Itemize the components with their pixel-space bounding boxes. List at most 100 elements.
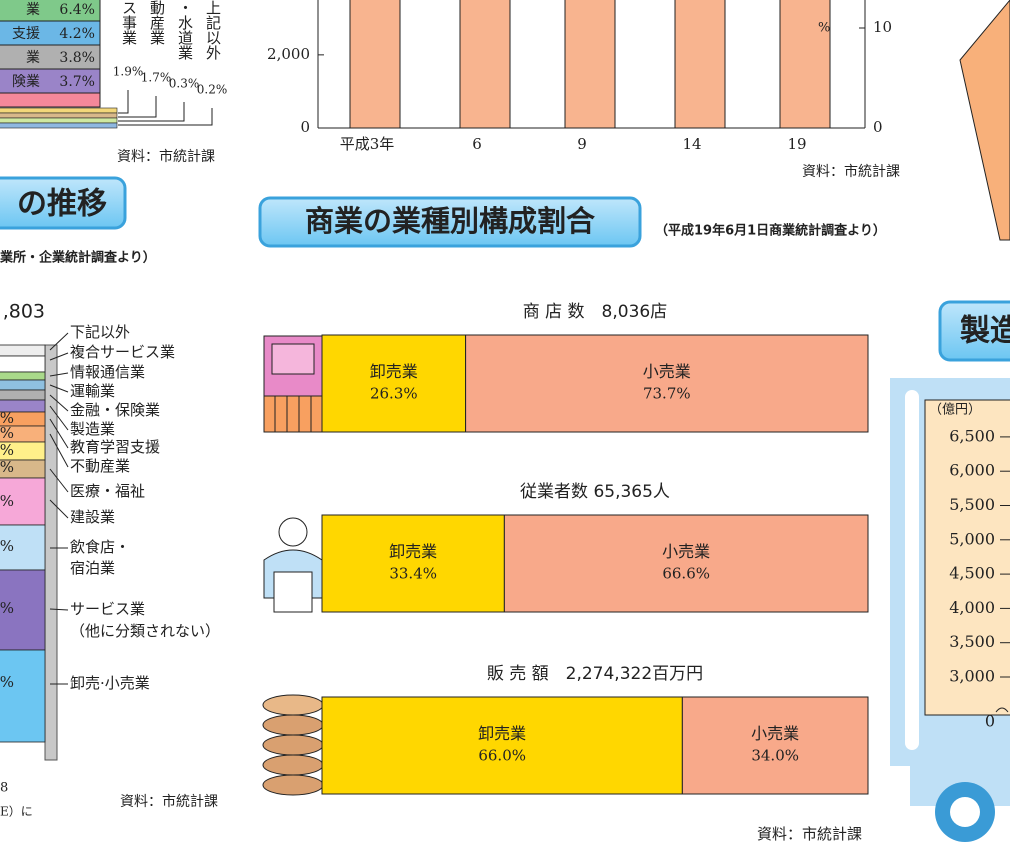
row-label: 険業	[12, 74, 40, 90]
axis-break	[995, 707, 1009, 713]
segment-label: %	[0, 409, 14, 427]
leader-line	[49, 352, 69, 361]
leader-line	[49, 384, 69, 393]
stack-segment	[0, 524, 46, 571]
icon	[273, 571, 313, 613]
segment-name: 小売業	[751, 724, 799, 743]
row-band	[0, 44, 101, 70]
bar-label: 販 売 額 2,274,322百万円	[487, 664, 703, 684]
legend-label: 情報通信業	[70, 363, 145, 381]
leader-line	[49, 499, 69, 519]
vertical-value: 0.3%	[169, 77, 200, 91]
vertical-label: 上記以外	[204, 0, 222, 60]
legend-label: （他に分類されない）	[70, 622, 220, 640]
segment-value: 66.0%	[478, 747, 526, 765]
y-tick-label: 4,500	[949, 564, 995, 583]
source: 資料：市統計課	[120, 793, 218, 810]
row-label: 業	[26, 2, 40, 18]
row-label: 業	[26, 50, 40, 66]
legend-label: 金融・保険業	[70, 401, 160, 419]
y-tick-label: 3,500	[949, 632, 995, 651]
legend-label: 製造業	[70, 420, 115, 438]
annotation: %	[818, 21, 830, 36]
stack-segment	[0, 379, 46, 391]
leader-line	[118, 108, 213, 126]
leader-line	[49, 405, 69, 431]
bar-segment	[321, 334, 467, 433]
legend-label: 飲食店・	[70, 538, 130, 556]
row-band	[0, 92, 101, 108]
bar	[779, 0, 831, 129]
segment-value: 34.0%	[751, 747, 799, 765]
bar-label: 商 店 数 8,036店	[523, 302, 667, 322]
stack-segment	[0, 569, 46, 651]
legend-label: 教育学習支援	[70, 438, 160, 456]
source: 資料：市統計課	[802, 163, 900, 180]
y-tick-label: 5,500	[949, 495, 995, 514]
vertical-label: ・水道業	[176, 0, 194, 60]
y2-tick-label: 0	[873, 118, 883, 136]
segment-label: 5%	[0, 673, 14, 691]
segment-label: %	[0, 424, 14, 442]
segment-label: %	[0, 492, 14, 510]
vertical-label: ス事業	[120, 0, 138, 45]
legend-label: 建設業	[70, 508, 115, 526]
stack-total: ,803	[3, 301, 45, 323]
leader-line	[49, 332, 69, 351]
y-tick-label: 4,000	[949, 598, 995, 617]
footnote: E）に	[0, 805, 33, 819]
segment-name: 小売業	[662, 542, 710, 561]
bar-segment	[321, 514, 505, 613]
segment-label: %	[0, 441, 14, 459]
legend-label: 医療・福祉	[70, 482, 145, 500]
leader-line	[118, 96, 157, 118]
leader-line	[49, 372, 69, 377]
bar-chart	[349, 0, 831, 129]
icon	[262, 694, 324, 796]
leader-line	[118, 90, 129, 114]
segment-label: 3%	[0, 599, 14, 617]
section-subtitle: 業所・企業統計調査より）	[0, 250, 156, 266]
bar-segment	[321, 696, 683, 795]
row-value: 6.4%	[59, 2, 95, 18]
legend-label: サービス業	[70, 600, 145, 618]
title-box	[938, 300, 1010, 362]
leader-line	[49, 433, 69, 468]
segment-name: 卸売業	[370, 362, 418, 381]
chart-title: 商業の業種別構成割合	[305, 204, 595, 238]
row-band	[0, 112, 118, 119]
legend-label: 不動産業	[70, 457, 130, 475]
row-band	[0, 20, 101, 46]
source: 資料：市統計課	[757, 825, 862, 843]
icon	[278, 517, 308, 547]
leader-line	[49, 608, 69, 611]
plot-area	[924, 399, 1010, 716]
row-label: 支援	[12, 26, 40, 42]
segment-name: 小売業	[643, 362, 691, 381]
row-value: 3.8%	[59, 50, 95, 66]
row-value: 3.7%	[59, 74, 95, 90]
title-box	[258, 196, 642, 248]
decoration	[959, 0, 1010, 241]
chart-title: 製造	[960, 314, 1010, 349]
title-box	[0, 176, 127, 230]
x-tick-label: 9	[577, 135, 587, 153]
row-band	[0, 117, 118, 124]
segment-name: 卸売業	[478, 724, 526, 743]
bar-segment	[465, 334, 869, 433]
source: 資料：市統計課	[117, 148, 215, 165]
y-tick-label: 6,000	[949, 461, 995, 480]
x-tick-label: 19	[787, 135, 806, 153]
legend-label: 運輸業	[70, 382, 115, 400]
bar	[349, 0, 401, 129]
leader-line	[49, 468, 69, 493]
bar	[674, 0, 726, 129]
vertical-label: 動産業	[148, 0, 166, 45]
icon	[274, 396, 312, 432]
segment-name: 卸売業	[389, 542, 437, 561]
segment-value: 33.4%	[389, 565, 437, 583]
footnote: 8	[0, 781, 8, 796]
wheel-hub	[950, 797, 980, 827]
unit-label: （億円）	[929, 402, 981, 418]
